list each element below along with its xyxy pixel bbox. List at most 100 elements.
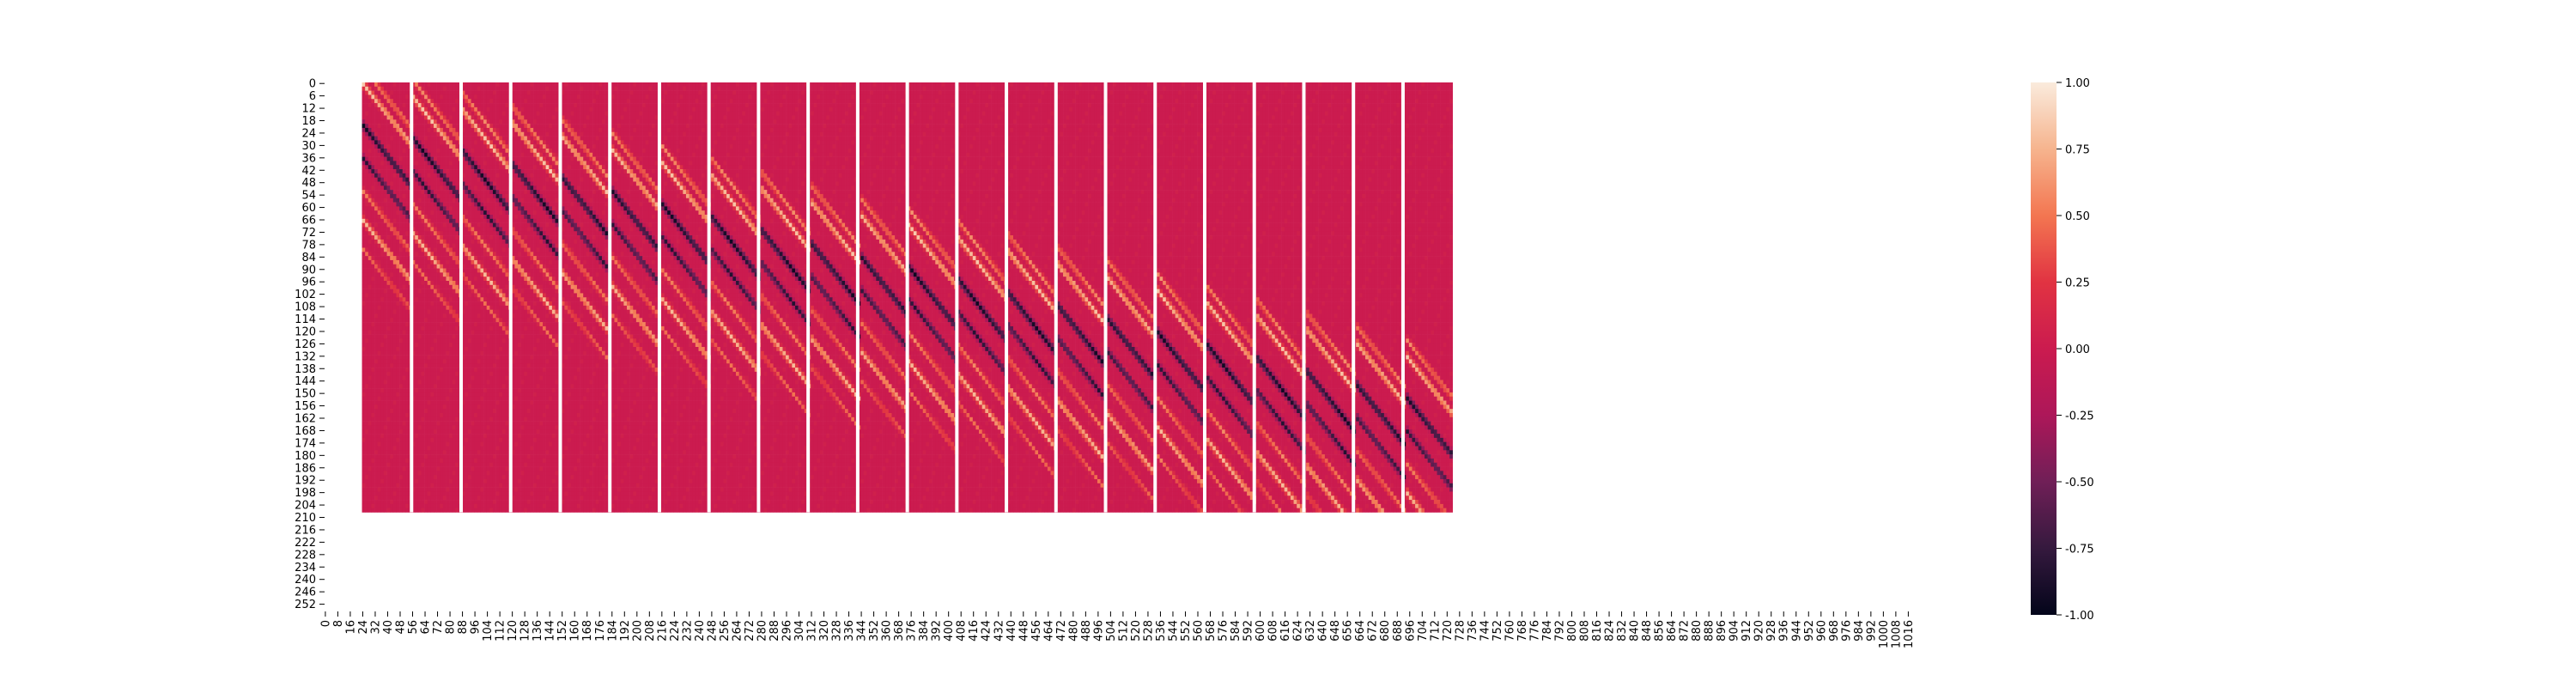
heatmap-cell [1048, 87, 1051, 91]
heatmap-cell [724, 91, 727, 95]
heatmap-cell [611, 87, 615, 91]
heatmap-cell [1328, 99, 1332, 103]
heatmap-cell [1396, 94, 1400, 99]
heatmap-cell [1321, 94, 1325, 99]
heatmap-cell [782, 87, 786, 91]
heatmap-cell [1023, 99, 1026, 103]
heatmap-cell [826, 116, 829, 120]
heatmap-cell [801, 124, 805, 128]
heatmap-cell [677, 99, 680, 103]
heatmap-cell [1440, 103, 1443, 107]
heatmap-cell [568, 82, 571, 87]
heatmap-cell [611, 112, 615, 116]
heatmap-cell [537, 94, 540, 99]
heatmap-cell [387, 82, 391, 87]
heatmap-cell [627, 116, 630, 120]
heatmap-cell [571, 103, 574, 107]
heatmap-cell [1375, 99, 1378, 103]
heatmap-cell [1182, 82, 1185, 87]
heatmap-cell [667, 107, 671, 112]
heatmap-cell [1390, 94, 1394, 99]
heatmap-cell [1321, 82, 1325, 87]
heatmap-cell [780, 91, 783, 95]
heatmap-cell [1321, 99, 1325, 103]
heatmap-cell [1375, 87, 1378, 91]
heatmap-cell [1151, 99, 1154, 103]
heatmap-cell [652, 119, 655, 124]
heatmap-cell [671, 82, 674, 87]
heatmap-cell [845, 107, 848, 112]
heatmap-cell [471, 124, 475, 128]
heatmap-cell [1375, 116, 1378, 120]
heatmap-cell [1206, 94, 1210, 99]
heatmap-cell [1176, 103, 1179, 107]
heatmap-cell [933, 87, 936, 91]
heatmap-cell [883, 119, 886, 124]
heatmap-cell [992, 124, 995, 128]
heatmap-cell [1191, 119, 1194, 124]
heatmap-cell [390, 99, 393, 103]
heatmap-cell [1013, 119, 1017, 124]
heatmap-cell [552, 119, 556, 124]
heatmap-cell [1132, 124, 1135, 128]
heatmap-cell [378, 124, 381, 128]
heatmap-cell [403, 91, 406, 95]
heatmap-cell [424, 91, 428, 95]
heatmap-cell [864, 124, 867, 128]
heatmap-cell [621, 112, 624, 116]
heatmap-cell [1306, 99, 1309, 103]
heatmap-cell [1038, 99, 1042, 103]
heatmap-cell [870, 99, 873, 103]
heatmap-cell [889, 82, 892, 87]
heatmap-cell [1291, 87, 1294, 91]
heatmap-cell [811, 112, 814, 116]
heatmap-cell [680, 107, 683, 112]
heatmap-cell [483, 107, 487, 112]
heatmap-cell [749, 107, 752, 112]
heatmap-cell [739, 119, 743, 124]
heatmap-cell [549, 107, 552, 112]
heatmap-cell [945, 116, 948, 120]
heatmap-cell [611, 91, 615, 95]
heatmap-cell [795, 119, 799, 124]
heatmap-cell [1319, 103, 1322, 107]
heatmap-cell [531, 99, 534, 103]
heatmap-cell [365, 119, 368, 124]
heatmap-cell [589, 94, 592, 99]
heatmap-cell [1163, 94, 1166, 99]
heatmap-cell [982, 124, 986, 128]
heatmap-cell [1035, 99, 1038, 103]
heatmap-cell [1425, 94, 1428, 99]
heatmap-cell [820, 107, 823, 112]
heatmap-cell [1241, 82, 1244, 87]
heatmap-cell [1409, 119, 1413, 124]
heatmap-cell [885, 124, 889, 128]
heatmap-cell [465, 82, 468, 87]
heatmap-cell [1216, 112, 1219, 116]
heatmap-cell [873, 124, 877, 128]
heatmap-cell [1387, 119, 1390, 124]
heatmap-cell [1325, 112, 1328, 116]
heatmap-cell [549, 99, 552, 103]
heatmap-cell [839, 112, 842, 116]
heatmap-cell [1375, 107, 1378, 112]
heatmap-cell [1141, 99, 1145, 103]
heatmap-cell [586, 94, 590, 99]
heatmap-cell [1446, 91, 1449, 95]
heatmap-cell [487, 119, 490, 124]
heatmap-cell [1381, 107, 1384, 112]
heatmap-cell [901, 91, 904, 95]
heatmap-cell [761, 87, 764, 91]
heatmap-cell [1319, 94, 1322, 99]
heatmap-cell [611, 103, 615, 107]
heatmap-cell [1072, 116, 1076, 120]
heatmap-cell [1340, 94, 1344, 99]
heatmap-cell [598, 103, 602, 107]
heatmap-cell [480, 91, 483, 95]
heatmap-cell [1066, 119, 1070, 124]
heatmap-cell [602, 116, 605, 120]
heatmap-cell [539, 103, 543, 107]
heatmap-cell [1231, 103, 1235, 107]
heatmap-cell [640, 91, 643, 95]
heatmap-cell [736, 91, 739, 95]
